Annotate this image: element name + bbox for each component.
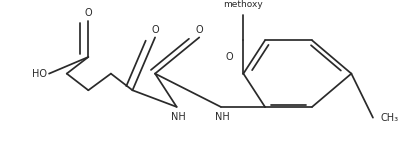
- Text: O: O: [195, 25, 203, 35]
- Text: methoxy: methoxy: [223, 0, 263, 9]
- Text: NH: NH: [215, 112, 230, 122]
- Text: O: O: [226, 52, 233, 62]
- Text: CH₃: CH₃: [380, 113, 398, 123]
- Text: O: O: [85, 8, 92, 18]
- Text: HO: HO: [32, 69, 47, 79]
- Text: NH: NH: [171, 112, 186, 122]
- Text: O: O: [151, 25, 159, 35]
